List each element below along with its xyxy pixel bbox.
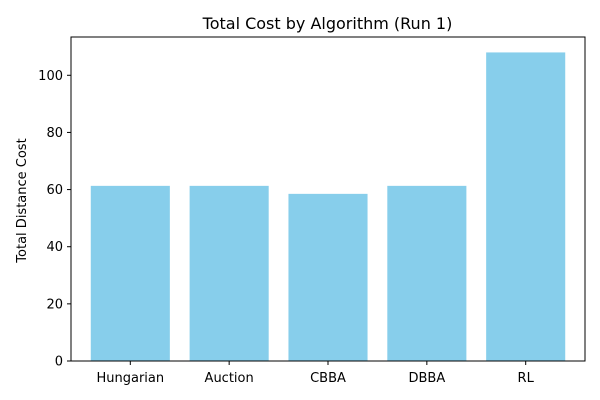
x-tick-label: RL	[518, 371, 535, 386]
y-tick-label: 100	[38, 69, 63, 84]
x-tick-label: Hungarian	[96, 371, 164, 386]
x-tick-label: Auction	[205, 371, 254, 386]
bar-cbba	[288, 193, 368, 361]
y-tick-label: 60	[46, 183, 63, 198]
x-tick-label: DBBA	[408, 371, 445, 386]
y-tick-label: 40	[46, 240, 63, 255]
x-tick-label: CBBA	[310, 371, 346, 386]
y-tick-label: 20	[46, 297, 63, 312]
y-axis-label: Total Distance Cost	[15, 138, 30, 263]
bar-rl	[486, 52, 566, 362]
y-tick-label: 0	[55, 355, 63, 370]
bar-hungarian	[90, 185, 170, 361]
bar-auction	[189, 185, 269, 361]
x-axis-ticks: Hungarian Auction CBBA DBBA RL	[96, 361, 535, 386]
y-axis-ticks: 0 20 40 60 80 100	[38, 69, 71, 370]
plot-frame	[70, 36, 586, 362]
bar-dbba	[387, 185, 467, 361]
bars-group	[90, 52, 566, 362]
y-tick-label: 80	[46, 126, 63, 141]
chart-title: Total Cost by Algorithm (Run 1)	[202, 14, 453, 33]
